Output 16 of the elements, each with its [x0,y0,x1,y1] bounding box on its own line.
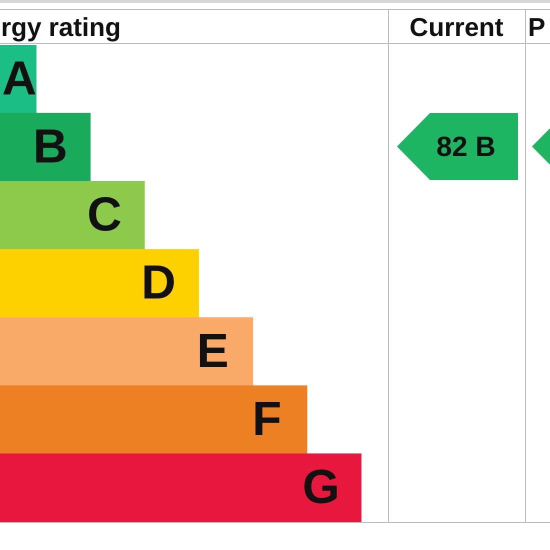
y-tick-label: B [32,120,68,174]
text: Current [408,11,504,44]
y-tick-label: G [302,461,340,514]
y-tick-label: F [252,393,282,446]
y-tick-label: D [141,256,176,310]
bar [0,385,308,454]
bar [0,180,145,250]
y-tick-label: E [196,324,229,378]
text: rgy rating [1,11,121,44]
bar [0,454,362,522]
bar [0,249,199,318]
text: 82 B [435,130,497,164]
bar [0,317,254,386]
y-tick-label: C [87,188,122,242]
text: P [528,11,546,44]
y-tick-label: A [2,52,37,106]
